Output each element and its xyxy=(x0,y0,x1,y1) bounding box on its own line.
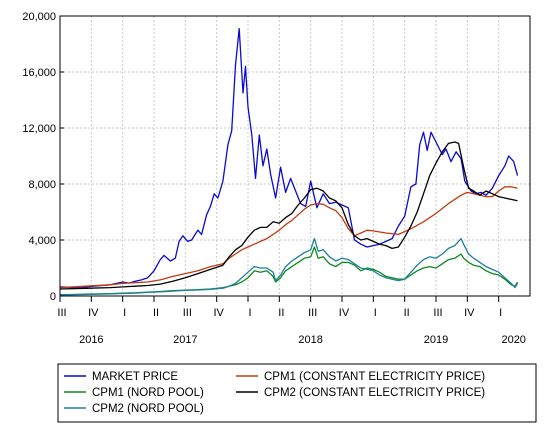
y-tick-label: 12,000 xyxy=(22,123,56,135)
legend-box xyxy=(57,363,537,423)
plot-frame xyxy=(59,15,531,297)
x-quarter-label: IV xyxy=(213,307,224,319)
x-quarter-label: III xyxy=(183,307,192,319)
y-axis: 0 4,000 8,000 12,000 16,000 20,000 xyxy=(22,11,64,303)
legend-label: CPM2 (NORD POOL) xyxy=(92,403,204,415)
y-tick-label: 16,000 xyxy=(22,67,56,79)
x-quarter-label: III xyxy=(57,307,66,319)
x-year-label: 2017 xyxy=(173,334,197,346)
y-tick-label: 8,000 xyxy=(28,179,56,191)
legend-label: CPM1 (CONSTANT ELECTRICITY PRICE) xyxy=(264,371,485,383)
x-year-label: 2019 xyxy=(424,334,448,346)
x-quarter-label: II xyxy=(404,307,410,319)
x-quarter-label: I xyxy=(248,307,251,319)
x-quarter-label: IV xyxy=(88,307,99,319)
x-quarter-label: I xyxy=(499,307,502,319)
legend: MARKET PRICE CPM1 (CONSTANT ELECTRICITY P… xyxy=(57,363,537,423)
legend-label: MARKET PRICE xyxy=(92,371,178,383)
legend-label: CPM1 (NORD POOL) xyxy=(92,387,204,399)
series-line-cpm2-nord-pool xyxy=(59,237,519,296)
x-quarter-label: III xyxy=(308,307,317,319)
series-line-cpm1-constant-electricity-price xyxy=(59,186,518,289)
series-line-cpm2-constant-electricity-price xyxy=(59,141,518,290)
series-line-market-price xyxy=(59,27,519,288)
y-tick-label: 0 xyxy=(50,291,56,303)
x-quarter-label: I xyxy=(123,307,126,319)
x-year-label: 2016 xyxy=(79,334,103,346)
y-tick-label: 4,000 xyxy=(28,235,56,247)
x-quarter-label: I xyxy=(374,307,377,319)
legend-label: CPM2 (CONSTANT ELECTRICITY PRICE) xyxy=(264,387,485,399)
y-tick-label: 20,000 xyxy=(22,11,56,23)
x-quarter-label: IV xyxy=(339,307,350,319)
x-quarter-label: III xyxy=(433,307,442,319)
x-year-label: 2018 xyxy=(298,334,322,346)
x-year-label: 2020 xyxy=(501,334,525,346)
series-line-cpm1-nord-pool xyxy=(59,246,519,296)
series-group xyxy=(59,27,519,296)
x-quarter-label: IV xyxy=(464,307,475,319)
x-quarter-label: II xyxy=(278,307,284,319)
x-quarter-label: II xyxy=(153,307,159,319)
